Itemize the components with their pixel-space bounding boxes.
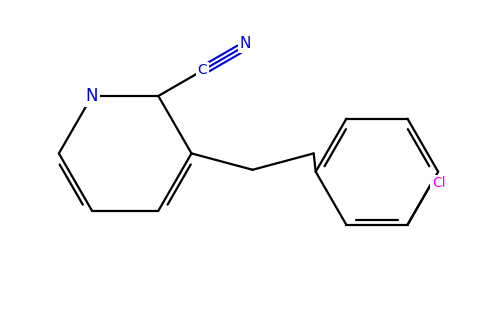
Text: N: N — [239, 36, 250, 51]
Text: C: C — [197, 63, 207, 77]
Text: N: N — [86, 87, 98, 105]
Text: Cl: Cl — [431, 176, 444, 190]
